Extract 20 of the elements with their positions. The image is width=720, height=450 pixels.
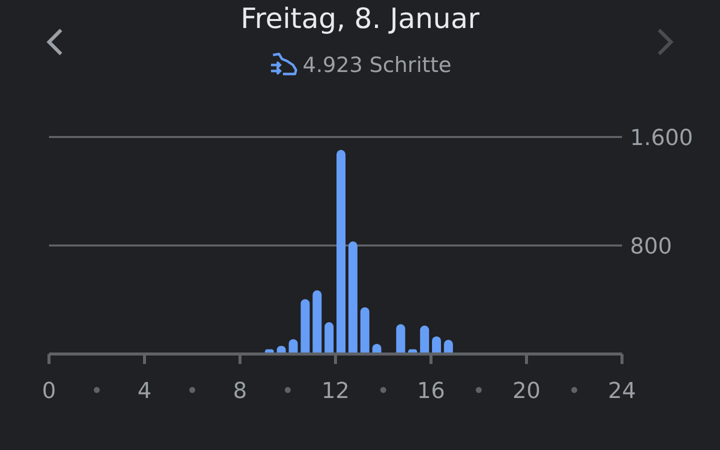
chart-title: Freitag, 8. Januar <box>240 2 480 35</box>
y-tick-label: 1.600 <box>630 126 693 151</box>
x-tick-label: 8 <box>233 379 247 404</box>
x-tick-label: 24 <box>608 379 636 404</box>
bar <box>324 322 334 354</box>
bar <box>396 324 406 354</box>
bar <box>420 326 430 354</box>
bar <box>312 290 322 354</box>
x-tick-label: 20 <box>512 379 540 404</box>
x-tick-label: 4 <box>138 379 152 404</box>
y-tick-label: 800 <box>630 234 672 260</box>
x-tick-label: 12 <box>322 379 350 404</box>
x-tick-label: 16 <box>417 379 445 404</box>
x-tick-label: 0 <box>42 379 56 404</box>
bar <box>360 307 370 354</box>
bar <box>432 336 441 354</box>
bar <box>336 150 346 354</box>
chart-subtitle: 4.923 Schritte <box>302 53 452 77</box>
bar <box>300 299 310 354</box>
bar <box>348 241 358 354</box>
